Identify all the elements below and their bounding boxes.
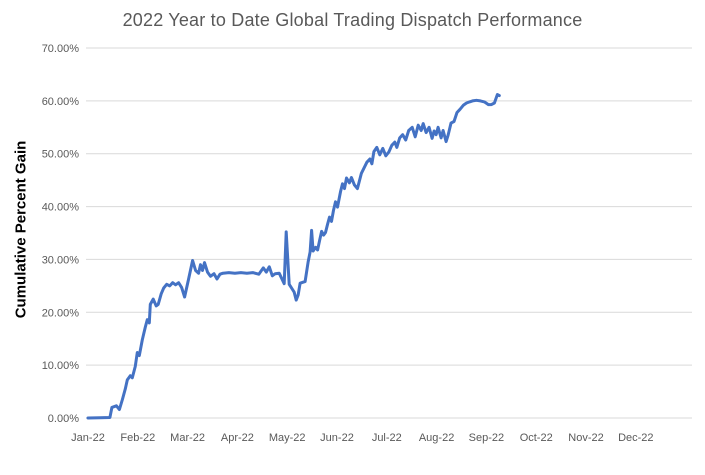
y-tick-label: 10.00% [42,360,80,372]
x-tick-label: Nov-22 [568,432,603,444]
x-tick-label: Aug-22 [419,432,454,444]
x-tick-label: Jul-22 [372,432,402,444]
y-tick-label: 0.00% [48,413,79,425]
x-tick-label: May-22 [269,432,306,444]
x-tick-label: Oct-22 [520,432,553,444]
x-tick-label: Apr-22 [221,432,254,444]
x-tick-label: Dec-22 [618,432,653,444]
chart-title: 2022 Year to Date Global Trading Dispatc… [122,10,583,30]
series-line [86,93,501,420]
y-tick-label: 20.00% [42,307,80,319]
y-tick-label: 60.00% [42,96,80,108]
y-tick-label: 40.00% [42,202,80,214]
y-tick-label: 70.00% [42,43,80,55]
x-tick-label: Feb-22 [120,432,155,444]
x-tick-label: Jun-22 [320,432,354,444]
x-tick-label: Jan-22 [71,432,105,444]
y-tick-label: 50.00% [42,149,80,161]
x-tick-label: Sep-22 [469,432,504,444]
y-tick-label: 30.00% [42,254,80,266]
x-tick-label: Mar-22 [170,432,205,444]
